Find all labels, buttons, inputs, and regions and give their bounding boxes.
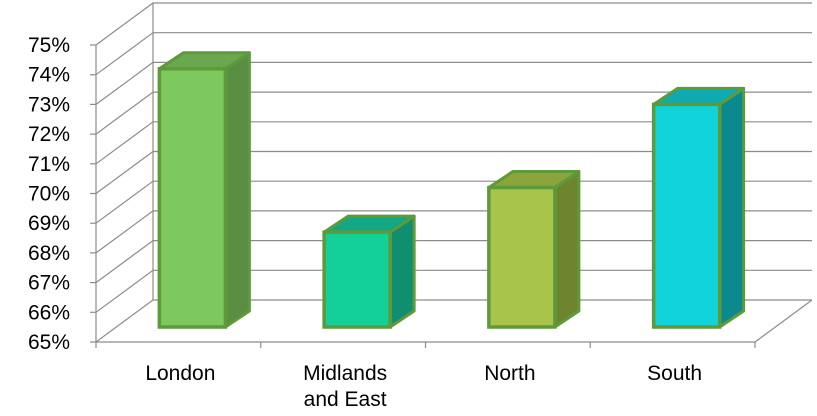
- y-tick-label: 72%: [28, 123, 70, 146]
- y-tick-label: 71%: [28, 153, 70, 176]
- x-tick-label: South: [647, 362, 702, 385]
- y-tick-label: 70%: [28, 183, 70, 206]
- x-axis-tick-labels: London Midlands and East North South: [145, 362, 702, 411]
- bar: [651, 86, 746, 329]
- y-tick-label: 74%: [28, 64, 70, 87]
- bar-front-face: [322, 230, 392, 329]
- y-tick-label: 65%: [28, 331, 70, 354]
- y-tick-label: 75%: [28, 34, 70, 57]
- y-tick-label: 66%: [28, 301, 70, 324]
- gridlines: [95, 2, 812, 343]
- x-tick-label: North: [484, 362, 535, 385]
- x-tick-label: London: [145, 362, 215, 385]
- y-tick-label: 67%: [28, 272, 70, 295]
- y-tick-label: 73%: [28, 93, 70, 116]
- bar: [487, 170, 581, 329]
- bar-front-face: [651, 102, 722, 329]
- bar: [322, 214, 416, 329]
- x-tick-label: Midlands and East: [303, 362, 387, 411]
- y-tick-label: 68%: [28, 242, 70, 265]
- bar-front-face: [487, 185, 557, 329]
- bars: [157, 51, 746, 329]
- y-axis-tick-labels: 65% 66% 67% 68% 69% 70% 71% 72% 73% 74% 75%: [28, 34, 70, 354]
- bar: [157, 51, 251, 329]
- axes: [90, 44, 813, 348]
- bar-front-face: [157, 67, 228, 329]
- bar-side-face: [553, 170, 581, 329]
- bar-side-face: [388, 214, 416, 329]
- bar-side-face: [223, 51, 251, 329]
- bar-side-face: [718, 86, 746, 329]
- gridline: [95, 2, 812, 46]
- y-tick-label: 69%: [28, 212, 70, 235]
